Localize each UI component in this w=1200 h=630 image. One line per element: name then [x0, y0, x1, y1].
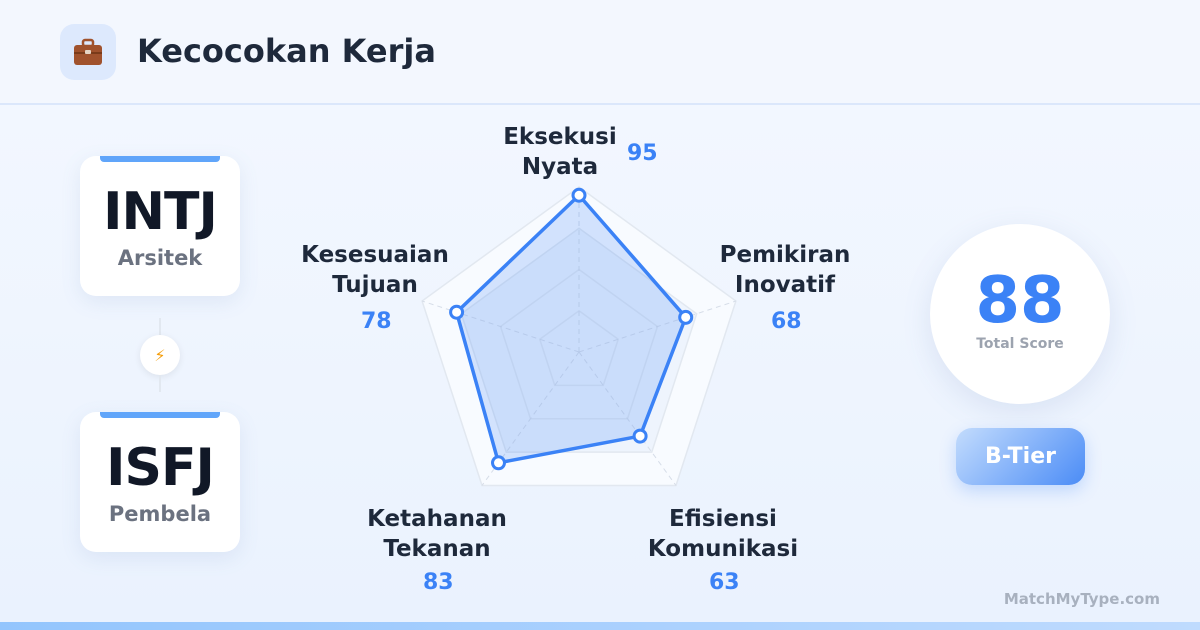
axis-label: Kesesuaian Tujuan [301, 242, 449, 298]
axis-value: 68 [771, 309, 802, 334]
type-code: INTJ [103, 182, 218, 242]
score-value: 88 [975, 264, 1065, 338]
axis-value: 78 [361, 309, 392, 334]
axis-value: 95 [627, 141, 658, 166]
data-point [449, 304, 465, 320]
page-title: Kecocokan Kerja [137, 32, 436, 70]
brand-watermark: MatchMyType.com [1003, 590, 1160, 608]
type-code: ISFJ [106, 438, 215, 498]
header: Kecocokan Kerja [0, 0, 1200, 105]
tier-badge: B-Tier [956, 428, 1085, 485]
axis-value: 63 [709, 570, 740, 595]
data-point [571, 187, 587, 203]
divider [159, 318, 161, 335]
grid-spoke [421, 300, 580, 353]
data-area [454, 193, 688, 465]
axis-label: Ketahanan Tekanan [367, 506, 507, 562]
total-score: 88 Total Score [930, 224, 1110, 404]
axis-label: Efisiensi Komunikasi [647, 506, 799, 562]
score-caption: Total Score [976, 336, 1064, 352]
type-card-1: INTJ Arsitek [80, 156, 240, 296]
axis-label: Eksekusi Nyata [503, 124, 617, 180]
grid-spoke [578, 300, 737, 353]
lightning-icon: ⚡ [140, 335, 180, 375]
divider [159, 375, 161, 392]
briefcase-icon [60, 24, 116, 80]
type-name: Pembela [108, 502, 212, 526]
type-name: Arsitek [117, 246, 203, 270]
grid-spoke [578, 351, 677, 486]
data-point [632, 428, 648, 444]
type-card-2: ISFJ Pembela [80, 412, 240, 552]
data-point [491, 455, 507, 471]
axis-value: 83 [423, 570, 454, 595]
data-point [678, 309, 694, 325]
bottom-bar [0, 622, 1200, 630]
axis-label: Pemikiran Inovatif [719, 242, 851, 298]
